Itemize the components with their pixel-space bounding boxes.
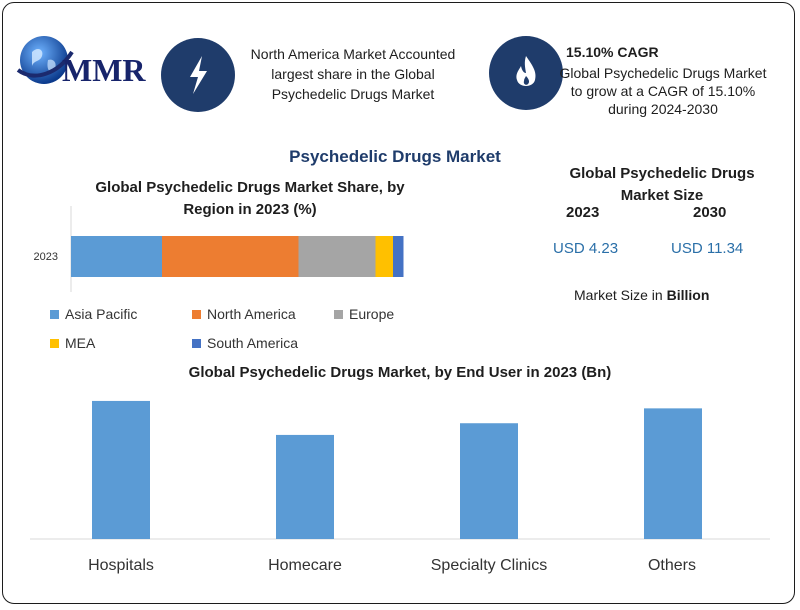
- legend-item-europe: Europe: [334, 306, 394, 322]
- share-bar-segment-europe: [298, 236, 376, 277]
- enduser-category-label-specialty-clinics: Specialty Clinics: [430, 557, 548, 574]
- legend-label-north-america: North America: [207, 306, 296, 322]
- enduser-bar-others: [644, 408, 702, 539]
- globe-logo-icon: [16, 36, 74, 84]
- legend-label-mea: MEA: [65, 335, 96, 351]
- page-title: Psychedelic Drugs Market: [289, 147, 501, 166]
- legend-item-mea: MEA: [50, 335, 95, 351]
- legend-item-south-america: South America: [192, 335, 298, 351]
- info1-line2: largest share in the Global: [271, 66, 435, 82]
- cagr-title: 15.10% CAGR: [566, 44, 659, 60]
- market-size-unit-note: Market Size in Billion: [574, 287, 709, 303]
- share-bar-segment-north-america: [162, 236, 299, 277]
- share-chart-title-line1: Global Psychedelic Drugs Market Share, b…: [95, 179, 405, 196]
- market-size-title-line1: Global Psychedelic Drugs: [569, 165, 755, 182]
- legend-label-south-america: South America: [207, 335, 299, 351]
- legend-swatch-europe: [334, 309, 343, 319]
- unit-note-prefix: Market Size in: [574, 287, 667, 303]
- info2-line1: Global Psychedelic Drugs Market: [559, 65, 767, 81]
- info2-line2: to grow at a CAGR of 15.10%: [570, 83, 756, 99]
- legend-swatch-north-america: [192, 309, 201, 319]
- market-size-year-2030: 2030: [693, 204, 727, 221]
- legend-item-asia-pacific: Asia Pacific: [50, 306, 137, 322]
- market-size-title: Global Psychedelic Drugs Market Size: [556, 163, 768, 207]
- info1-text: North America Market Accounted largest s…: [234, 44, 472, 104]
- info1-line1: North America Market Accounted: [250, 46, 456, 62]
- legend-swatch-mea: [50, 338, 59, 348]
- enduser-bar-homecare: [276, 434, 334, 539]
- share-bar-segment-asia-pacific: [71, 236, 162, 277]
- legend-label-asia-pacific: Asia Pacific: [65, 306, 138, 322]
- info1-line3: Psychedelic Drugs Market: [271, 86, 435, 102]
- logo-text: MMR: [62, 52, 146, 88]
- market-size-year-2023: 2023: [566, 204, 600, 221]
- enduser-category-label-others: Others: [647, 557, 696, 574]
- enduser-category-label-homecare: Homecare: [268, 557, 342, 574]
- share-bar-segment-south-america: [393, 236, 404, 277]
- enduser-bar-hospitals: [92, 400, 150, 539]
- enduser-chart-title: Global Psychedelic Drugs Market, by End …: [188, 364, 612, 381]
- info2-text: Global Psychedelic Drugs Market to grow …: [554, 64, 772, 118]
- info2-line3: during 2024-2030: [608, 101, 718, 117]
- info1-badge: [161, 38, 235, 112]
- lightning-bolt-icon: [190, 56, 207, 94]
- enduser-chart: [30, 400, 770, 540]
- enduser-bar-specialty-clinics: [460, 423, 518, 539]
- legend-swatch-south-america: [192, 338, 201, 348]
- market-size-value-2023: USD 4.23: [553, 240, 619, 257]
- share-chart: 2023: [34, 206, 404, 292]
- unit-note-bold: Billion: [666, 287, 710, 303]
- enduser-category-label-hospitals: Hospitals: [88, 557, 154, 574]
- flame-icon: [516, 56, 536, 86]
- info2-badge: [489, 36, 563, 110]
- share-chart-title: Global Psychedelic Drugs Market Share, b…: [80, 177, 420, 221]
- legend-item-north-america: North America: [192, 306, 296, 322]
- infographic-frame: [2, 2, 795, 604]
- market-size-value-2030: USD 11.34: [671, 240, 744, 257]
- share-chart-title-line2: Region in 2023 (%): [183, 201, 317, 218]
- share-bar-segment-mea: [375, 236, 393, 277]
- legend-swatch-asia-pacific: [50, 309, 59, 319]
- market-size-title-line2: Market Size: [620, 187, 704, 204]
- share-category-label: 2023: [34, 251, 58, 263]
- legend-label-europe: Europe: [349, 306, 395, 322]
